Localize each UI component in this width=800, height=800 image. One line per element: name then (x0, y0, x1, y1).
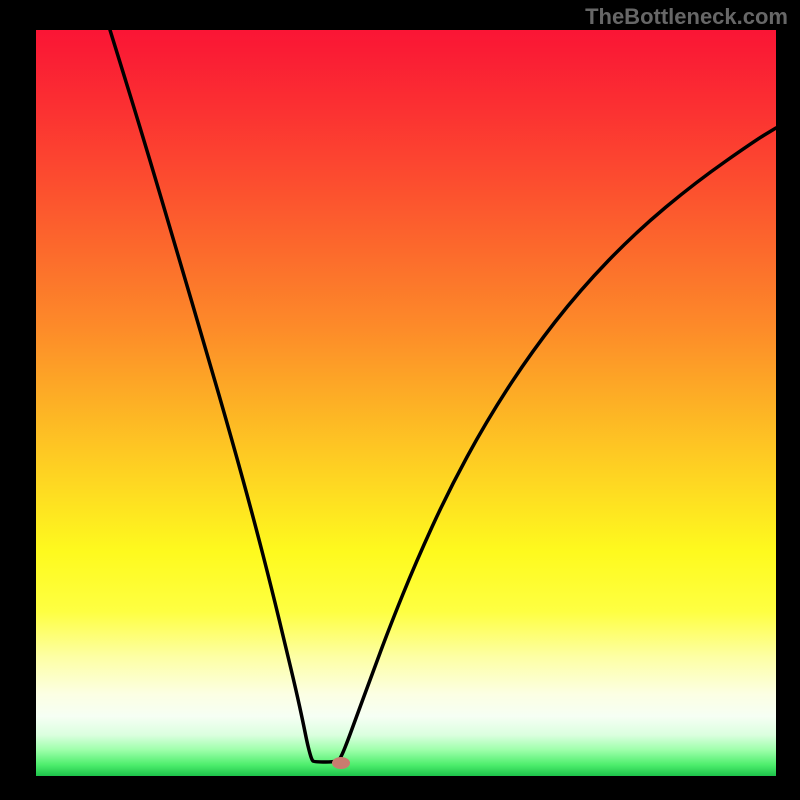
optimum-marker (332, 757, 350, 769)
chart-svg (36, 30, 776, 776)
watermark-text: TheBottleneck.com (585, 4, 788, 30)
gradient-background (36, 30, 776, 776)
chart-container: TheBottleneck.com (0, 0, 800, 800)
plot-area (36, 30, 776, 776)
